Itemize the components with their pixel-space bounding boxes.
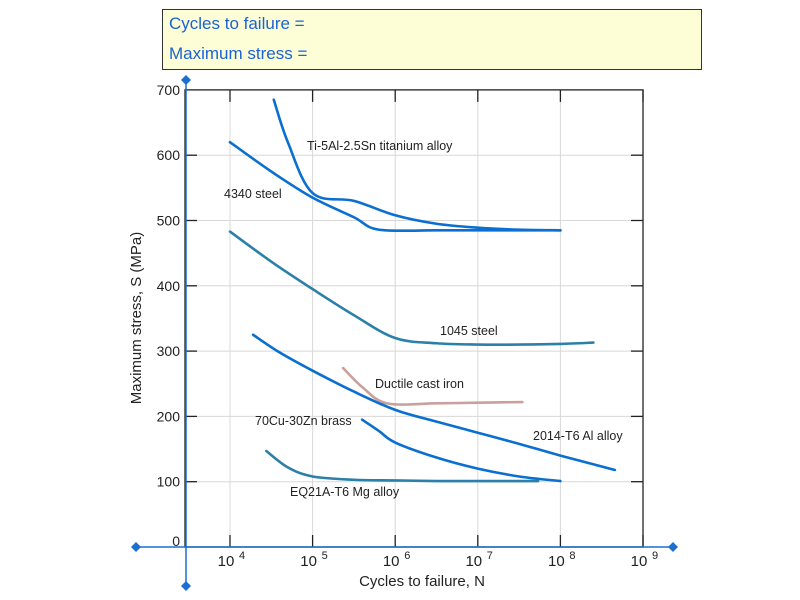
info-box: Cycles to failure = Maximum stress = (162, 9, 702, 70)
curve-70cu-30zn-brass (360, 418, 562, 483)
x-tick-exponent: 6 (404, 550, 410, 562)
axis-handle (131, 542, 141, 552)
x-tick-label: 10 (631, 553, 648, 570)
x-tick-label: 10 (465, 553, 482, 570)
label-1045-steel: 1045 steel (440, 324, 498, 338)
curve-2014-t6-al-alloy (251, 333, 617, 472)
y-tick-label: 700 (157, 82, 181, 98)
y-tick-label: 600 (157, 147, 181, 163)
label-2014-t6-al-alloy: 2014-T6 Al alloy (533, 429, 623, 443)
cycles-to-failure-readout: Cycles to failure = (169, 14, 305, 33)
maximum-stress-readout: Maximum stress = (169, 44, 308, 63)
x-tick-exponent: 9 (652, 550, 658, 562)
x-tick-exponent: 4 (239, 550, 245, 562)
y-tick-label: 100 (157, 474, 181, 490)
x-axis-label: Cycles to failure, N (359, 573, 485, 590)
label-ti-5al-2-5sn-titanium-alloy: Ti-5Al-2.5Sn titanium alloy (307, 139, 453, 153)
y-tick-label: 400 (157, 278, 181, 294)
label-eq21a-t6-mg-alloy: EQ21A-T6 Mg alloy (290, 485, 400, 499)
curve-ductile-cast-iron (341, 366, 524, 406)
y-tick-label: 200 (157, 408, 181, 424)
y-tick-label: 500 (157, 213, 181, 229)
curve-1045-steel (228, 230, 595, 346)
axis-handle (668, 542, 678, 552)
y-tick-label: 0 (172, 533, 180, 549)
label-70cu-30zn-brass: 70Cu-30Zn brass (255, 414, 352, 428)
label-4340-steel: 4340 steel (224, 187, 282, 201)
x-tick-label: 10 (218, 553, 235, 570)
label-ductile-cast-iron: Ductile cast iron (375, 377, 464, 391)
x-tick-label: 10 (383, 553, 400, 570)
y-axis-label: Maximum stress, S (MPa) (128, 232, 145, 405)
curve-ti-5al-2-5sn-titanium-alloy (272, 98, 562, 232)
curve-eq21a-t6-mg-alloy (265, 449, 540, 483)
x-tick-exponent: 7 (487, 550, 493, 562)
axis-handle (181, 75, 191, 85)
x-tick-exponent: 8 (569, 550, 575, 562)
y-tick-label: 300 (157, 343, 181, 359)
curve-4340-steel (228, 140, 562, 233)
x-tick-exponent: 5 (322, 550, 328, 562)
x-tick-label: 10 (548, 553, 565, 570)
x-tick-label: 10 (300, 553, 317, 570)
axis-handle (181, 581, 191, 591)
